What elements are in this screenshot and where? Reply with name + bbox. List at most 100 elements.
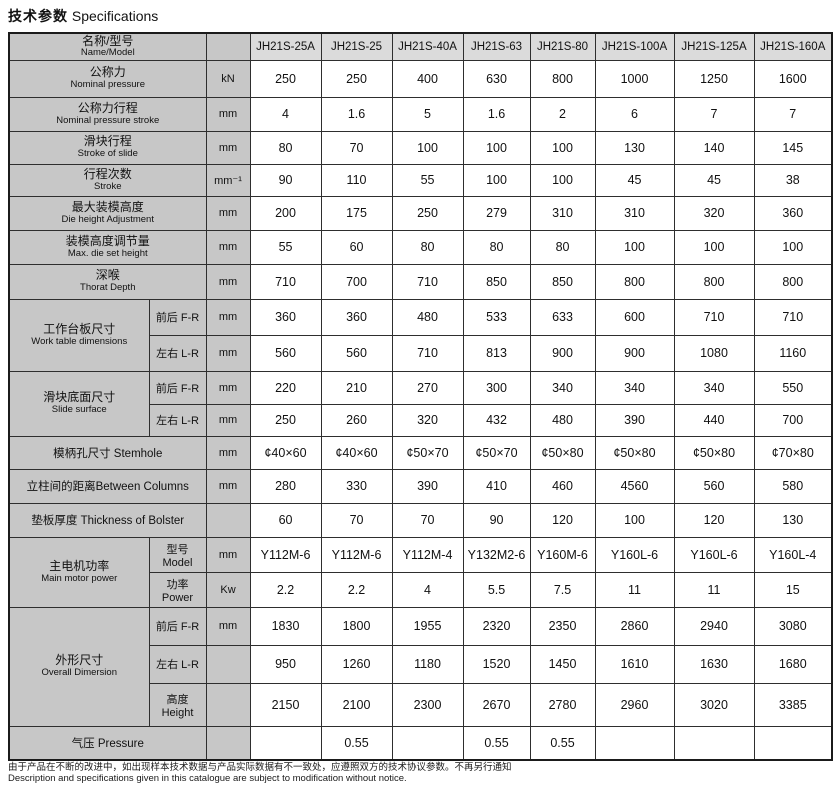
value-cell: 1080 [673, 334, 755, 372]
table-row: 公称力行程 Nominal pressure stroke mm 4 1.6 5 1.6 2 6… [8, 96, 833, 132]
row-label-en: Max. die set height [67, 247, 148, 259]
value-cell: 120 [673, 502, 755, 538]
row-label-zh: 装模高度调节量 [65, 233, 150, 248]
value-cell: 110 [320, 163, 393, 197]
value-cell: 340 [529, 370, 596, 405]
value-cell: 710 [391, 334, 464, 372]
table-row: 左右 L-R mm 250 260 320 432 480 390 440 700 [9, 403, 833, 437]
unit-cell [205, 682, 251, 727]
value-cell: 800 [594, 263, 675, 300]
footer-note: 由于产品在不断的改进中，如出现样本技术数据与产品实际数据有不一致处，应遵照双方的… [8, 762, 512, 785]
value-cell: 60 [249, 502, 322, 538]
value-cell: 1630 [673, 644, 755, 684]
model-header-cell: JH21S-160A [753, 32, 833, 61]
value-cell: 130 [594, 130, 675, 165]
value-cell: 38 [753, 163, 833, 197]
row-label: 模柄孔尺寸 Stemhole [53, 447, 163, 460]
value-cell: 390 [594, 403, 675, 437]
table-row: 左右 L-R mm 560 560 710 813 900 900 1080 1160 [9, 334, 833, 372]
value-cell: 2300 [391, 682, 464, 727]
table-row: 公称力 Nominal pressure kN 250 250 400 630 800 1000… [8, 59, 833, 98]
value-cell: 1160 [753, 334, 833, 372]
row-group-label-cell: 主电机功率 Main motor power [8, 536, 150, 608]
value-cell: 2150 [249, 682, 322, 727]
value-cell: 360 [320, 298, 393, 336]
value-cell: 600 [594, 298, 675, 336]
value-cell: 2940 [673, 606, 755, 646]
value-cell: 850 [529, 263, 596, 300]
value-cell: 1830 [249, 606, 322, 646]
value-cell: 100 [462, 130, 531, 165]
model-header-cell: JH21S-40A [391, 32, 464, 61]
row-label-en: Name/Model [80, 47, 135, 59]
value-cell [594, 725, 675, 761]
row-label-zh: 主电机功率 [49, 558, 110, 573]
value-cell: 330 [320, 468, 393, 504]
value-cell: 550 [753, 370, 833, 405]
value-cell: ¢50×80 [673, 435, 755, 470]
row-label-cell: 装模高度调节量 Max. die set height [8, 229, 207, 265]
value-cell: 220 [249, 370, 322, 405]
value-cell: 70 [320, 502, 393, 538]
value-cell: 480 [391, 298, 464, 336]
value-cell [391, 725, 464, 761]
row-label-zh: 滑块底面尺寸 [43, 390, 116, 405]
value-cell: 1.6 [462, 96, 531, 132]
value-cell [249, 725, 322, 761]
table-row: 模柄孔尺寸 Stemhole mm ¢40×60 ¢40×60 ¢50×70 ¢50×70… [8, 435, 833, 470]
value-cell: 250 [320, 59, 393, 98]
value-cell: 100 [529, 130, 596, 165]
value-cell: 310 [529, 195, 596, 231]
row-label-zh: 外形尺寸 [55, 653, 104, 668]
unit-cell: mm [205, 403, 251, 437]
unit-cell: Kw [205, 571, 251, 608]
value-cell: Y160L-6 [594, 536, 675, 573]
sub-label-cell: 型号 Model [148, 536, 207, 573]
unit-cell: mm [205, 468, 251, 504]
value-cell: 280 [249, 468, 322, 504]
value-cell: 4560 [594, 468, 675, 504]
value-cell: 45 [673, 163, 755, 197]
value-cell: 560 [673, 468, 755, 504]
value-cell: 360 [753, 195, 833, 231]
row-label-cell: 深喉 Thorat Depth [8, 263, 207, 300]
value-cell: 2320 [462, 606, 531, 646]
value-cell: 2.2 [249, 571, 322, 608]
value-cell: 340 [673, 370, 755, 405]
value-cell: 813 [462, 334, 531, 372]
value-cell: 710 [249, 263, 322, 300]
row-label-en: Nominal pressure [70, 79, 145, 91]
sub-label-cell: 左右 L-R [148, 644, 207, 684]
row-label-en: Stroke [94, 180, 122, 192]
value-cell: 140 [673, 130, 755, 165]
value-cell: 2670 [462, 682, 531, 727]
value-cell: 950 [249, 644, 322, 684]
value-cell: 100 [753, 229, 833, 265]
value-cell: 145 [753, 130, 833, 165]
model-header-cell: JH21S-80 [529, 32, 596, 61]
model-header-cell: JH21S-100A [594, 32, 675, 61]
value-cell: Y112M-6 [320, 536, 393, 573]
value-cell: 175 [320, 195, 393, 231]
value-cell: 90 [462, 502, 531, 538]
value-cell: 533 [462, 298, 531, 336]
value-cell: 130 [753, 502, 833, 538]
table-row: 气压 Pressure 0.55 0.55 0.55 [8, 725, 833, 761]
value-cell: 2350 [529, 606, 596, 646]
row-label-zh: 公称力行程 [77, 100, 138, 115]
row-label-cell: 滑块行程 Stroke of slide [8, 130, 207, 165]
header-row: 名称/型号 Name/Model JH21S-25A JH21S-25 JH21S-40… [8, 32, 833, 61]
value-cell: 260 [320, 403, 393, 437]
value-cell: 1600 [753, 59, 833, 98]
value-cell: 300 [462, 370, 531, 405]
value-cell: 400 [391, 59, 464, 98]
value-cell: 11 [673, 571, 755, 608]
value-cell: 7 [753, 96, 833, 132]
value-cell: 100 [391, 130, 464, 165]
unit-cell: kN [205, 59, 251, 98]
name-model-header-cell: 名称/型号 Name/Model [8, 32, 207, 61]
value-cell: 340 [594, 370, 675, 405]
unit-cell: mm [205, 263, 251, 300]
value-cell: 850 [462, 263, 531, 300]
row-label-en: Work table dimensions [31, 335, 128, 347]
